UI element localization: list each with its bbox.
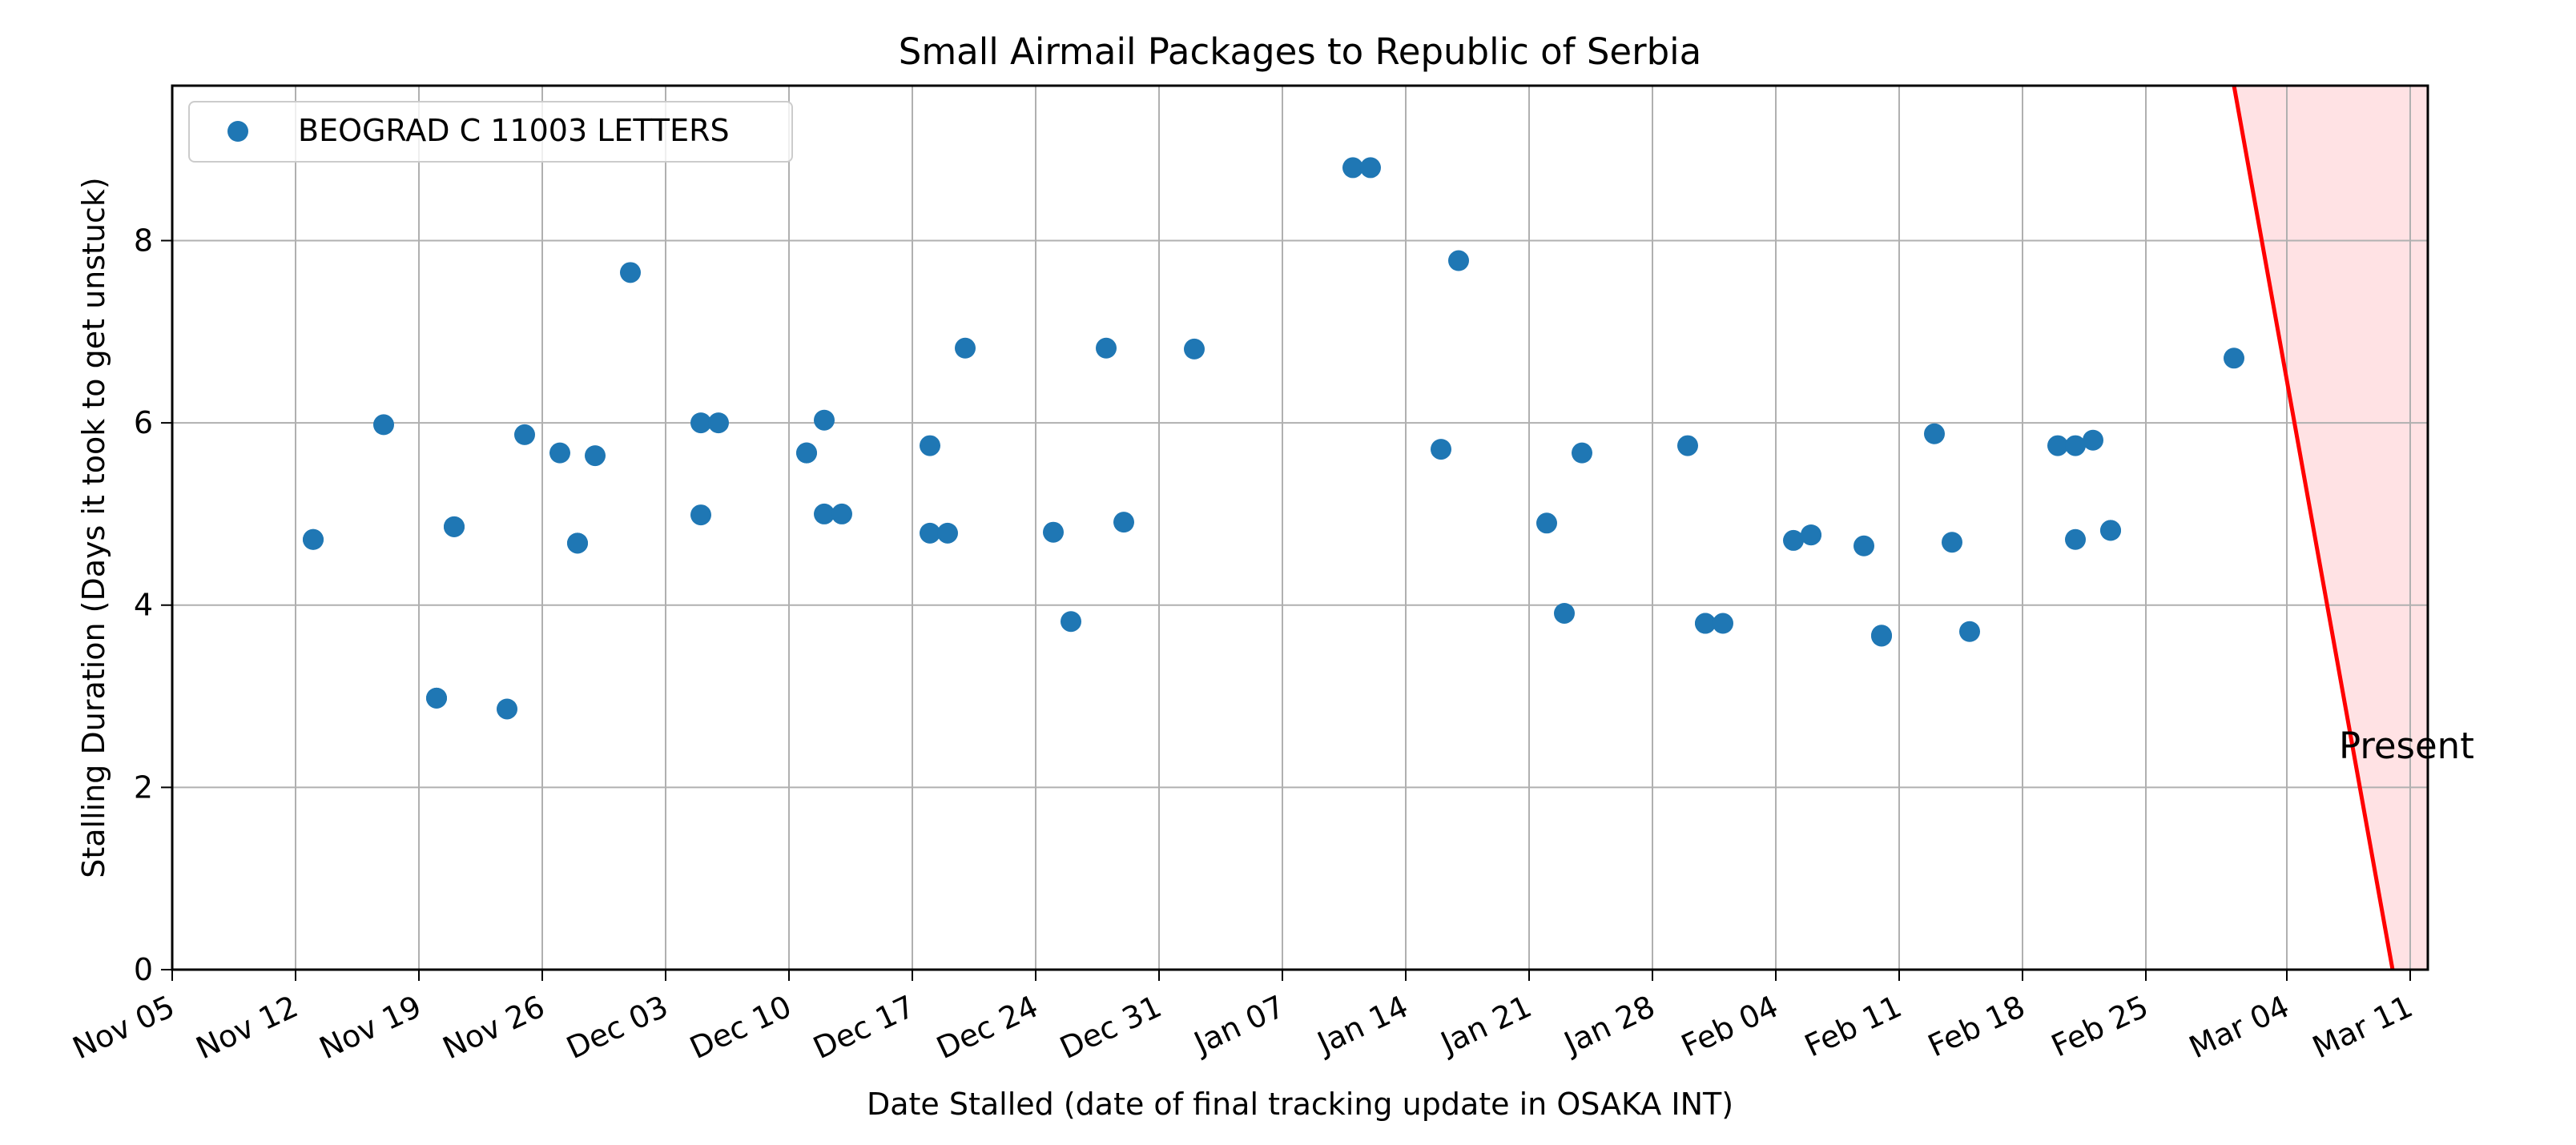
data-point	[1572, 442, 1592, 464]
data-point	[1113, 512, 1134, 533]
data-point	[1924, 423, 1945, 444]
data-point	[497, 698, 517, 720]
data-point	[514, 424, 535, 445]
data-point	[1801, 524, 1821, 546]
data-point	[1342, 157, 1363, 179]
data-points	[303, 157, 2244, 720]
data-point	[2065, 435, 2086, 456]
y-tick-label: 6	[134, 405, 153, 440]
data-point	[831, 503, 852, 524]
data-point	[303, 528, 324, 550]
data-point	[1713, 613, 1733, 634]
data-point	[1448, 250, 1469, 271]
data-point	[1360, 157, 1381, 179]
data-point	[937, 522, 958, 544]
data-point	[814, 503, 835, 524]
data-point	[1536, 512, 1557, 534]
data-point	[2065, 528, 2086, 550]
data-point	[1431, 439, 1451, 460]
data-point	[2100, 520, 2121, 541]
data-point	[690, 412, 711, 434]
data-point	[920, 435, 940, 456]
y-axis-label: Stalling Duration (Days it took to get u…	[76, 177, 111, 878]
data-point	[920, 522, 940, 544]
data-point	[444, 516, 465, 537]
data-point	[1554, 602, 1575, 624]
grid	[171, 86, 2428, 970]
data-point	[2224, 348, 2244, 369]
legend-label: BEOGRAD C 11003 LETTERS	[298, 113, 730, 148]
data-point	[585, 445, 606, 467]
data-point	[2083, 429, 2103, 451]
data-point	[814, 409, 835, 431]
legend: BEOGRAD C 11003 LETTERS	[188, 101, 793, 163]
data-point	[796, 442, 817, 464]
present-line	[2232, 85, 2395, 970]
data-point	[708, 412, 729, 434]
y-tick-label: 0	[134, 952, 153, 987]
chart-title: Small Airmail Packages to Republic of Se…	[899, 30, 1701, 73]
plot-frame	[171, 84, 2429, 971]
data-point	[1942, 532, 1962, 553]
y-tick-label: 2	[134, 769, 153, 805]
data-point	[690, 504, 711, 526]
data-point	[955, 337, 976, 359]
data-point	[426, 687, 447, 709]
data-point	[549, 442, 570, 464]
data-point	[1959, 621, 1980, 642]
data-point	[1677, 435, 1698, 456]
legend-marker	[227, 121, 248, 142]
data-point	[620, 262, 641, 283]
y-tick-label: 4	[134, 588, 153, 623]
legend-box	[188, 101, 793, 163]
data-point	[2047, 435, 2068, 456]
data-point	[567, 532, 588, 554]
data-point	[1184, 338, 1205, 360]
present-region	[2234, 86, 2428, 970]
data-point	[1043, 521, 1064, 543]
data-point	[1096, 337, 1117, 359]
data-point	[1061, 611, 1081, 633]
data-point	[1783, 529, 1804, 551]
data-point	[373, 414, 394, 436]
present-label: Present	[2339, 725, 2474, 767]
data-point	[1854, 535, 1874, 556]
data-point	[1871, 625, 1892, 647]
data-point	[1695, 613, 1716, 634]
y-tick-label: 8	[134, 223, 153, 258]
x-axis-label: Date Stalled (date of final tracking upd…	[867, 1087, 1733, 1122]
